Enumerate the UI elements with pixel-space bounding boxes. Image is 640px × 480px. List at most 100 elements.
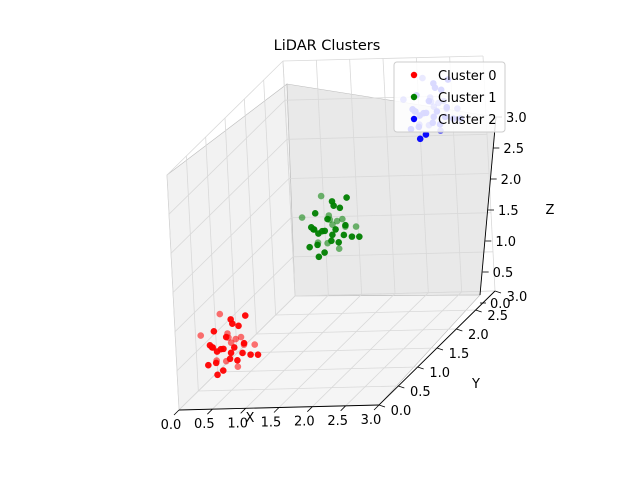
x-tick-mark (207, 408, 213, 415)
x-tick-mark (240, 408, 246, 414)
scatter-point-cluster-0 (232, 335, 240, 343)
scatter-point-cluster-1 (339, 215, 346, 223)
x-tick-mark (173, 409, 180, 416)
x-tick-mark (340, 405, 346, 412)
legend-label-cluster-1: Cluster 1 (438, 91, 497, 106)
legend-label-cluster-0: Cluster 0 (438, 69, 497, 84)
y-tick-label: 1.0 (429, 366, 450, 381)
z-axis-line (479, 116, 497, 296)
grid-line-z-back (294, 290, 496, 297)
grid-line-y-floor (275, 309, 476, 316)
scatter-point-cluster-1 (330, 202, 337, 209)
scatter-point-cluster-2 (416, 135, 424, 143)
grid-line-y-floor (217, 366, 418, 373)
grid-line-z-side (176, 256, 294, 372)
scatter-point-cluster-1 (336, 204, 344, 212)
scatter-point-cluster-0 (225, 334, 232, 341)
scatter-point-cluster-0 (234, 356, 241, 364)
x-axis-label: X (246, 411, 255, 426)
scatter-point-cluster-0 (222, 357, 230, 365)
grid-line-y-floor (198, 385, 399, 392)
scatter-point-cluster-1 (343, 194, 350, 201)
scatter-point-cluster-1 (335, 245, 343, 252)
scatter-point-cluster-2 (422, 131, 430, 138)
scatter-point-cluster-1 (326, 216, 334, 223)
grid-line-z-back (286, 133, 488, 140)
scatter-point-cluster-1 (314, 241, 321, 249)
grid-line-z-side (170, 139, 288, 254)
legend-marker-cluster-0 (410, 71, 418, 79)
scatter-point-cluster-0 (213, 348, 221, 355)
scatter-point-cluster-1 (324, 239, 331, 247)
scatter-point-cluster-1 (317, 192, 325, 200)
z-axis-label: Z (546, 203, 555, 218)
grid-line-z-side (168, 99, 286, 215)
y-tick-label: 3.0 (507, 290, 528, 305)
x-tick-label: 2.0 (294, 415, 315, 430)
x-tick-label: 0.0 (161, 418, 182, 433)
z-tick-label: 1.5 (498, 204, 519, 219)
scatter-point-cluster-0 (239, 349, 246, 357)
scatter-point-cluster-0 (205, 361, 212, 369)
scatter-point-cluster-0 (220, 345, 227, 353)
grid-line-z-side (166, 60, 284, 176)
scatter-point-cluster-1 (329, 231, 336, 239)
grid-line-z-side (178, 295, 296, 411)
y-tick-mark (475, 309, 482, 313)
x-tick-mark (373, 404, 380, 411)
x-tick-label: 3.0 (361, 413, 382, 428)
scatter-point-cluster-0 (197, 332, 205, 339)
scatter-point-cluster-1 (352, 223, 360, 230)
scatter-point-cluster-1 (342, 223, 349, 230)
y-tick-mark (417, 366, 424, 370)
scatter-point-cluster-1 (329, 221, 336, 228)
scatter-point-cluster-0 (241, 312, 249, 319)
scatter-point-cluster-1 (311, 210, 319, 217)
scatter-point-cluster-1 (315, 253, 323, 261)
x-tick-label: 1.0 (227, 416, 248, 431)
grid-line-y-floor (236, 347, 438, 354)
y-tick-label: 0.0 (391, 404, 412, 419)
grid-line-z-side (174, 217, 292, 332)
chart-title: LiDAR Clusters (274, 38, 381, 54)
scatter-point-cluster-0 (210, 328, 218, 335)
scatter-point-cluster-0 (230, 344, 238, 351)
z-tick-label: 2.5 (503, 142, 524, 157)
scatter-point-cluster-1 (335, 238, 343, 246)
x-tick-label: 1.5 (261, 416, 282, 431)
scatter-point-cluster-0 (227, 349, 235, 357)
scatter-point-cluster-0 (247, 351, 254, 358)
scatter-point-cluster-0 (219, 367, 227, 374)
scatter-point-cluster-0 (237, 333, 245, 341)
scatter-point-cluster-1 (315, 230, 322, 237)
scatter-point-cluster-0 (254, 351, 262, 358)
scatter-point-cluster-1 (310, 226, 318, 233)
legend-marker-cluster-1 (410, 93, 418, 101)
scatter-point-cluster-0 (216, 310, 224, 318)
grid-line-z-back (282, 55, 484, 62)
scatter-point-cluster-1 (321, 227, 329, 235)
scatter-point-cluster-1 (332, 226, 339, 233)
grid-line-z-back (288, 173, 490, 179)
y-tick-mark (456, 328, 463, 332)
grid-line-z-back (292, 251, 494, 258)
y-tick-mark (398, 385, 405, 389)
legend-label-cluster-2: Cluster 2 (438, 113, 497, 128)
scatter-point-cluster-1 (356, 233, 363, 240)
y-tick-label: 2.0 (468, 328, 489, 343)
z-tick-label: 0.5 (493, 266, 514, 281)
legend-box (393, 61, 506, 133)
axis-ticks: 0.0 0.5 1.0 1.5 2.0 2.5 3.00.00.51.01.52.02.53… (161, 111, 528, 433)
x-tick-label: 2.5 (327, 414, 348, 429)
z-tick-label: 1.0 (495, 235, 516, 250)
x-tick-mark (273, 407, 280, 413)
scatter-point-cluster-0 (240, 341, 248, 348)
scatter-point-cluster-0 (227, 339, 235, 346)
y-tick-mark (494, 290, 502, 294)
z-tick-label: 0.0 (490, 297, 511, 312)
scatter-point-cluster-0 (212, 359, 220, 367)
grid-line-z-side (172, 178, 290, 293)
legend: Cluster 0 Cluster 1 Cluster 2 (393, 61, 506, 133)
z-tick-label: 2.0 (501, 173, 522, 188)
